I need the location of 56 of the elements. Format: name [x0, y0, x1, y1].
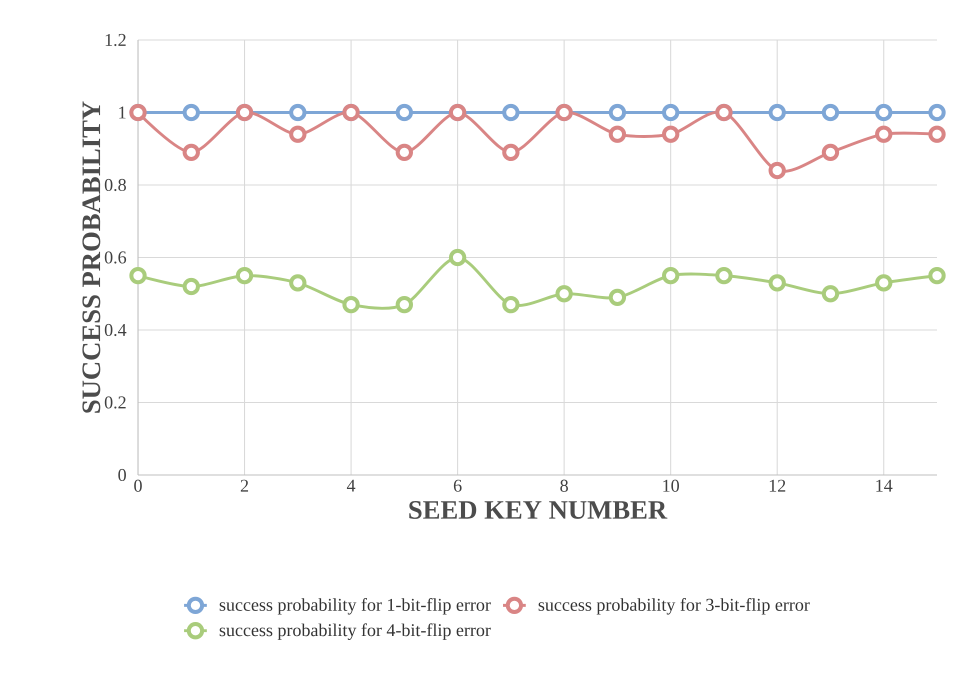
- point: [502, 296, 520, 314]
- point: [662, 266, 680, 284]
- point: [289, 126, 306, 143]
- point: [768, 274, 786, 292]
- point: [236, 266, 254, 284]
- y-axis-title: SUCCESS PROBABILITY: [82, 101, 100, 413]
- x-axis-title: SEED KEY NUMBER: [409, 501, 668, 519]
- point: [608, 288, 626, 306]
- point: [822, 104, 840, 122]
- x-tick-label: 8: [560, 480, 568, 492]
- y-tick-label: 1.2: [106, 34, 126, 46]
- point: [396, 104, 414, 122]
- legend-label: success probability for 1-bit-flip error: [220, 598, 491, 615]
- point: [502, 104, 520, 122]
- point: [928, 126, 946, 143]
- point: [928, 104, 946, 122]
- point: [608, 104, 626, 122]
- point: [875, 104, 892, 122]
- point: [662, 104, 680, 122]
- point: [502, 144, 520, 162]
- point: [822, 285, 840, 302]
- point: [396, 296, 414, 314]
- point: [875, 126, 892, 143]
- legend-label: success probability for 4-bit-flip error: [220, 623, 491, 640]
- point: [182, 104, 200, 122]
- point: [129, 266, 147, 284]
- legend-label: success probability for 3-bit-flip error: [538, 598, 810, 615]
- y-tick-label: 0.2: [104, 396, 126, 409]
- x-tick-label: 0: [134, 480, 142, 492]
- y-tick-label: 0: [118, 468, 126, 482]
- x-tick-label: 6: [454, 480, 462, 492]
- point: [182, 144, 200, 162]
- point: [182, 278, 200, 296]
- point: [608, 126, 626, 143]
- point: [289, 274, 306, 292]
- point: [289, 104, 306, 122]
- point: [715, 266, 733, 284]
- point: [768, 104, 786, 122]
- x-tick-label: 2: [240, 480, 248, 492]
- point: [342, 296, 360, 314]
- point: [928, 266, 946, 284]
- point: [448, 248, 466, 266]
- x-tick-label: 4: [346, 480, 356, 492]
- x-tick-label: 12: [770, 480, 786, 492]
- x-tick-label: 14: [876, 480, 892, 492]
- point: [396, 144, 414, 162]
- y-tick-label: 1: [119, 106, 126, 118]
- point: [875, 274, 892, 292]
- y-tick-label: 0.8: [104, 178, 126, 192]
- y-tick-label: 0.4: [104, 324, 126, 336]
- point: [662, 126, 680, 143]
- point: [555, 285, 573, 302]
- point: [822, 144, 840, 162]
- point: [768, 162, 786, 180]
- y-tick-label: 0.6: [104, 251, 126, 264]
- x-tick-label: 10: [663, 480, 679, 492]
